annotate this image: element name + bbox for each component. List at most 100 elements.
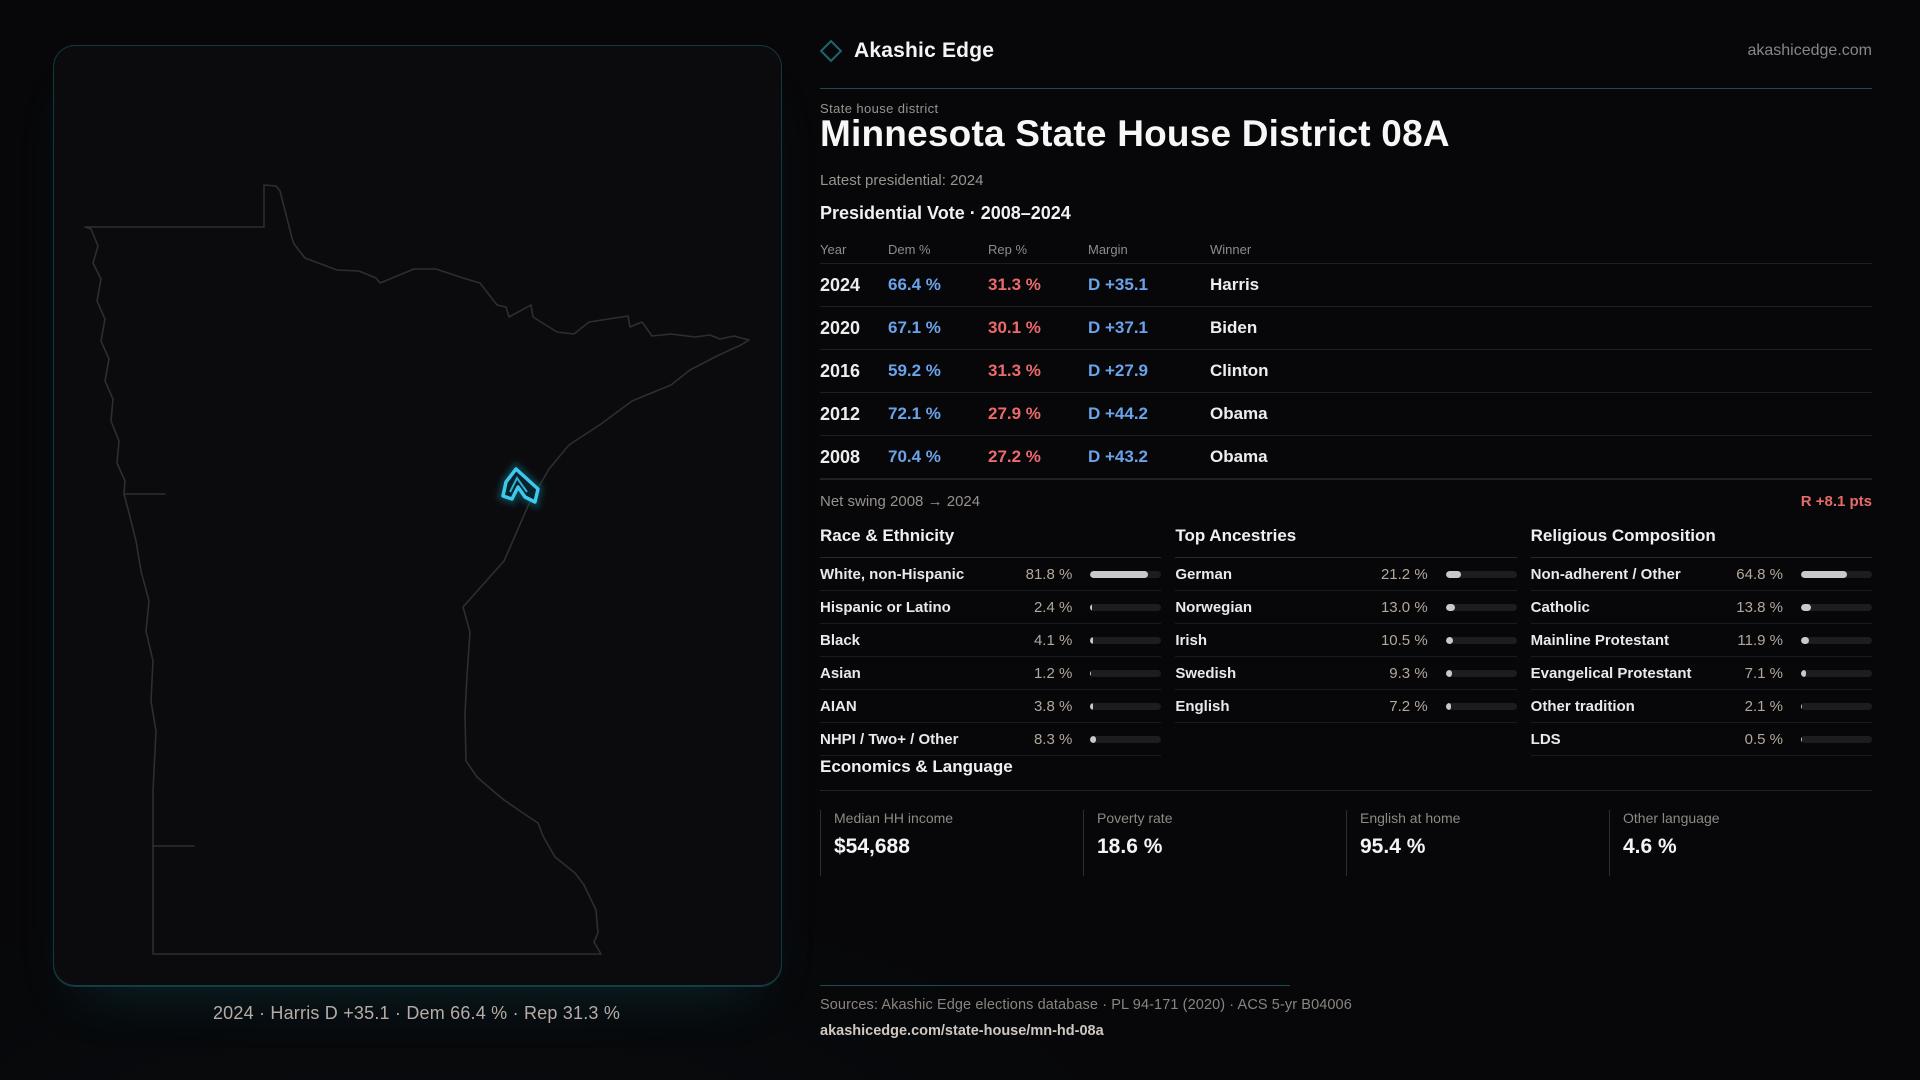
demographic-bar [1801,570,1872,578]
demographic-label: NHPI / Two+ / Other [820,730,959,748]
economics-stat: Other language 4.6 % [1609,810,1872,876]
demographic-bar [1090,735,1162,743]
demographic-value: 11.9 % [1737,631,1783,649]
demographic-label: Black [820,631,861,649]
demographic-bar [1445,570,1517,578]
vote-dem-pct: 66.4 % [888,275,941,294]
demographic-bar [1801,702,1872,710]
demographic-bar-fill [1090,636,1094,644]
demographic-bar-fill [1445,702,1451,710]
demographic-bar [1090,702,1162,710]
demographic-label: Evangelical Protestant [1530,664,1692,682]
demographic-row: Asian 1.2 % [820,657,1162,690]
net-swing-row: Net swing 2008 → 2024 R +8.1 pts [820,479,1872,510]
demographic-label: White, non-Hispanic [820,565,965,583]
vote-year: 2016 [820,360,861,381]
net-swing-label: Net swing 2008 → 2024 [820,493,981,510]
demographics-section: Top Ancestries German 21.2 % Norwegian 13.0 … [1175,520,1517,756]
latest-presidential: Latest presidential: 2024 [820,172,984,189]
demographic-bar-fill [1445,669,1453,677]
vote-year: 2024 [820,274,861,295]
demographic-label: Irish [1175,631,1208,649]
demographic-row: Swedish 9.3 % [1175,657,1517,690]
vote-year: 2008 [820,446,861,467]
demographic-bar [1445,603,1517,611]
demographic-label: Asian [820,664,861,682]
demographic-bar-fill [1090,570,1149,578]
demographic-value: 81.8 % [1025,565,1073,583]
brand-header: Akashic Edge akashicedge.com [819,36,1872,66]
demographics-section-title: Religious Composition [1530,520,1872,558]
stat-label: Poverty rate [1097,810,1173,826]
footer-divider [820,985,1290,986]
map-caption: 2024 · Harris D +35.1 · Dem 66.4 % · Rep… [212,1003,621,1023]
economics-title: Economics & Language [820,757,1013,776]
demographic-bar-fill [1801,636,1810,644]
demographic-bar-fill [1445,636,1454,644]
stat-label: English at home [1360,810,1461,826]
demographic-label: Mainline Protestant [1530,631,1670,649]
demographic-value: 9.3 % [1389,664,1428,682]
demographic-value: 13.8 % [1736,598,1783,616]
vote-winner: Biden [1210,318,1258,337]
net-swing-value: R +8.1 pts [1800,493,1872,510]
demographic-value: 3.8 % [1033,697,1073,715]
vote-rep-pct: 30.1 % [988,318,1041,337]
economics-stats: Median HH income $54,688 Poverty rate 18.6 … [820,810,1872,876]
demographic-bar [1090,636,1162,644]
demographic-row: White, non-Hispanic 81.8 % [820,558,1162,591]
demographic-row: Irish 10.5 % [1175,624,1517,657]
vote-table-row: 2012 72.1 % 27.9 % D +44.2 Obama [820,392,1872,435]
demographic-row: LDS 0.5 % [1530,723,1872,756]
demographic-label: AIAN [820,697,857,715]
report-panel: Akashic Edge akashicedge.com State house… [819,0,1872,1080]
brand-domain-link[interactable]: akashicedge.com [1747,42,1872,59]
demographic-row: English 7.2 % [1175,690,1517,723]
demographic-value: 8.3 % [1033,730,1073,748]
vote-table-header: Year Dem % Rep % Margin Winner [820,242,1872,257]
demographic-label: Non-adherent / Other [1530,565,1681,583]
map-panel [53,45,782,987]
vote-margin: D +27.9 [1088,361,1149,380]
stat-value: 18.6 % [1097,835,1163,858]
demographic-label: Other tradition [1530,697,1635,715]
eyebrow: State house district [820,101,939,116]
demographic-value: 2.4 % [1033,598,1073,616]
vote-year: 2012 [820,403,861,424]
permalink[interactable]: akashicedge.com/state-house/mn-hd-08a [820,1023,1104,1039]
demographic-label: Hispanic or Latino [820,598,951,616]
vote-table-row: 2020 67.1 % 30.1 % D +37.1 Biden [820,306,1872,349]
demographic-row: NHPI / Two+ / Other 8.3 % [820,723,1162,756]
brand-name: Akashic Edge [854,39,995,62]
minnesota-map [84,184,750,955]
demographic-label: Swedish [1175,664,1237,682]
demographic-bar-fill [1445,570,1461,578]
demographic-value: 64.8 % [1736,565,1783,583]
demographic-value: 21.2 % [1380,565,1428,583]
vote-dem-pct: 59.2 % [888,361,941,380]
sources-line: Sources: Akashic Edge elections database… [820,997,1352,1013]
demographic-bar [1801,669,1872,677]
demographic-value: 2.1 % [1744,697,1783,715]
vote-column-header: Dem % [888,242,931,257]
stat-label: Other language [1623,810,1720,826]
demographic-bar [1445,702,1517,710]
vote-rep-pct: 27.2 % [988,447,1041,466]
demographic-bar-fill [1090,702,1094,710]
economics-divider [820,790,1872,791]
economics-stat: English at home 95.4 % [1346,810,1609,876]
demographic-value: 7.1 % [1744,664,1783,682]
demographic-bar-fill [1090,735,1097,743]
stat-value: $54,688 [834,835,910,858]
vote-column-header: Margin [1088,242,1128,257]
vote-winner: Clinton [1210,361,1269,380]
economics-stat: Median HH income $54,688 [820,810,1083,876]
vote-table-title: Presidential Vote · 2008–2024 [820,203,1071,223]
demographic-bar-fill [1445,603,1455,611]
demographic-value: 7.2 % [1389,697,1428,715]
vote-column-header: Winner [1210,242,1252,257]
vote-rep-pct: 31.3 % [988,361,1041,380]
vote-column-header: Rep % [988,242,1028,257]
demographic-bar-fill [1801,603,1811,611]
